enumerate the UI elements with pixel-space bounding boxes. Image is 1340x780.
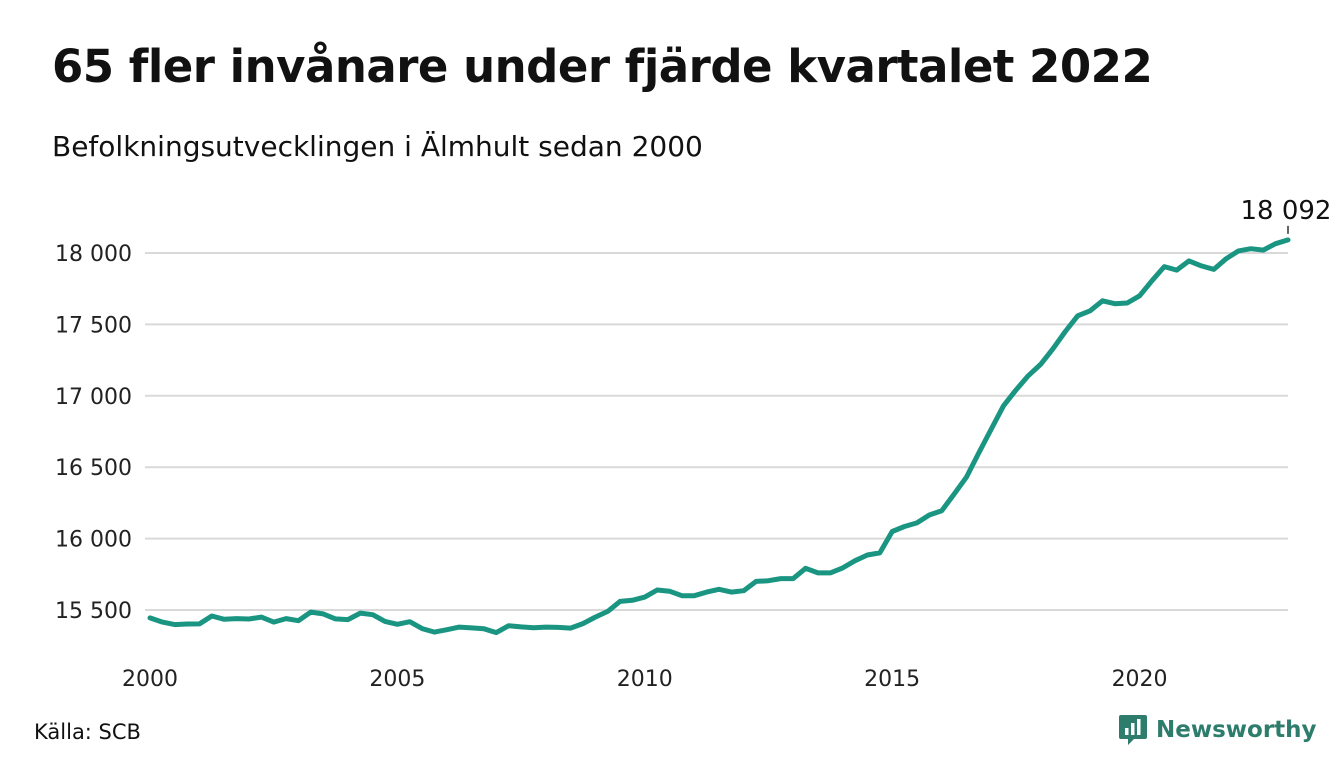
- newsworthy-logo-icon: [1119, 715, 1147, 745]
- y-axis-ticks: 15 500 16 000 16 500 17 000 17 500 18 000: [55, 242, 132, 624]
- chart-title: 65 fler invånare under fjärde kvartalet …: [52, 40, 1153, 93]
- annotation-layer: 18 092: [1241, 196, 1332, 234]
- y-tick-label: 18 000: [55, 242, 132, 267]
- x-tick-label: 2020: [1112, 667, 1168, 692]
- x-tick-label: 2015: [864, 667, 920, 692]
- x-axis-ticks: 2000 2005 2010 2015 2020: [122, 667, 1168, 692]
- y-tick-label: 15 500: [55, 599, 132, 624]
- chart-subtitle: Befolkningsutvecklingen i Älmhult sedan …: [52, 130, 703, 163]
- x-tick-label: 2010: [617, 667, 673, 692]
- y-tick-label: 17 000: [55, 385, 132, 410]
- end-value-label: 18 092: [1241, 196, 1332, 226]
- series-layer: [147, 237, 1291, 636]
- y-tick-label: 16 500: [55, 456, 132, 481]
- y-tick-label: 16 000: [55, 528, 132, 553]
- gridlines: [145, 252, 1288, 611]
- series-line: [147, 237, 1291, 636]
- newsworthy-logo-text: Newsworthy: [1156, 717, 1317, 743]
- x-tick-label: 2005: [369, 667, 425, 692]
- newsworthy-logo[interactable]: Newsworthy: [1118, 713, 1317, 747]
- x-tick-label: 2000: [122, 667, 178, 692]
- source-note: Källa: SCB: [34, 720, 141, 744]
- y-tick-label: 17 500: [55, 313, 132, 338]
